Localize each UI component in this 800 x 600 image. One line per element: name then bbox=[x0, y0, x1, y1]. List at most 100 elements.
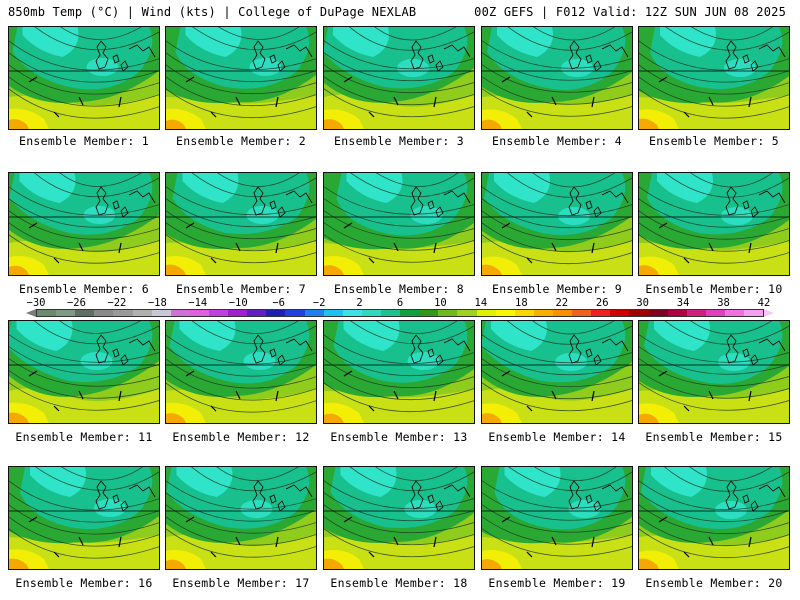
ensemble-member-label-4: Ensemble Member: 4 bbox=[491, 134, 623, 148]
colorbar-swatch bbox=[495, 310, 515, 316]
colorbar-swatch bbox=[75, 310, 95, 316]
ensemble-member-map-13 bbox=[323, 320, 475, 424]
colorbar-tick-label: 6 bbox=[396, 297, 404, 309]
ensemble-member-label-3: Ensemble Member: 3 bbox=[333, 134, 465, 148]
ensemble-member-map-8 bbox=[323, 172, 475, 276]
ensemble-member-map-11 bbox=[8, 320, 160, 424]
colorbar-swatch bbox=[170, 310, 190, 316]
map-title-left: 850mb Temp (°C) | Wind (kts) | College o… bbox=[8, 5, 417, 19]
colorbar-swatch bbox=[438, 310, 458, 316]
ensemble-member-map-6 bbox=[8, 172, 160, 276]
ensemble-member-map-1 bbox=[8, 26, 160, 130]
colorbar-swatch bbox=[667, 310, 687, 316]
colorbar-swatch bbox=[132, 310, 152, 316]
colorbar-tick-label: 10 bbox=[434, 297, 447, 309]
colorbar-swatch bbox=[648, 310, 668, 316]
colorbar-tick-label: −22 bbox=[107, 297, 127, 309]
ensemble-member-map-9 bbox=[481, 172, 633, 276]
colorbar-tick-label: 22 bbox=[555, 297, 569, 309]
colorbar-swatch bbox=[724, 310, 745, 316]
ensemble-member-label-8: Ensemble Member: 8 bbox=[333, 282, 465, 296]
colorbar-tick-label: 18 bbox=[515, 297, 528, 309]
ensemble-member-map-20 bbox=[638, 466, 790, 570]
ensemble-member-label-11: Ensemble Member: 11 bbox=[15, 430, 153, 444]
ensemble-member-label-17: Ensemble Member: 17 bbox=[172, 576, 310, 590]
colorbar-low-arrow bbox=[26, 309, 36, 317]
colorbar-swatch bbox=[591, 310, 611, 316]
ensemble-member-map-15 bbox=[638, 320, 790, 424]
colorbar-tick-label: −2 bbox=[312, 297, 326, 309]
colorbar-tick-label: 14 bbox=[474, 297, 488, 309]
ensemble-member-label-19: Ensemble Member: 19 bbox=[488, 576, 626, 590]
colorbar-swatch bbox=[419, 310, 439, 316]
ensemble-member-label-2: Ensemble Member: 2 bbox=[175, 134, 307, 148]
colorbar-swatch bbox=[151, 310, 171, 316]
colorbar-tick-label: −30 bbox=[26, 297, 46, 309]
colorbar-tick-label: −26 bbox=[66, 297, 86, 309]
colorbar-swatch bbox=[705, 310, 725, 316]
colorbar-swatch bbox=[323, 310, 343, 316]
colorbar-tick-label: −18 bbox=[147, 297, 167, 309]
colorbar-swatches bbox=[36, 309, 764, 317]
colorbar-swatch bbox=[304, 310, 324, 316]
colorbar-swatch bbox=[744, 310, 764, 316]
colorbar-tick-label: −6 bbox=[272, 297, 285, 309]
ensemble-member-label-9: Ensemble Member: 9 bbox=[491, 282, 623, 296]
ensemble-member-label-5: Ensemble Member: 5 bbox=[648, 134, 780, 148]
ensemble-member-map-17 bbox=[165, 466, 317, 570]
colorbar-swatch bbox=[113, 310, 133, 316]
colorbar-swatch bbox=[228, 310, 248, 316]
colorbar-tick-label: 2 bbox=[356, 297, 363, 309]
colorbar-swatch bbox=[208, 310, 229, 316]
ensemble-member-map-7 bbox=[165, 172, 317, 276]
colorbar-swatch bbox=[457, 310, 477, 316]
ensemble-member-map-10 bbox=[638, 172, 790, 276]
ensemble-member-label-10: Ensemble Member: 10 bbox=[645, 282, 783, 296]
colorbar-swatch bbox=[37, 310, 57, 316]
ensemble-member-label-7: Ensemble Member: 7 bbox=[175, 282, 307, 296]
colorbar-tick-label: 26 bbox=[595, 297, 609, 309]
colorbar-tick-label: 34 bbox=[676, 297, 690, 309]
colorbar-swatch bbox=[400, 310, 420, 316]
ensemble-member-label-6: Ensemble Member: 6 bbox=[18, 282, 150, 296]
ensemble-member-map-16 bbox=[8, 466, 160, 570]
colorbar-high-arrow bbox=[764, 309, 774, 317]
ensemble-member-map-5 bbox=[638, 26, 790, 130]
colorbar-tick-label: 30 bbox=[636, 297, 649, 309]
colorbar-swatch bbox=[247, 310, 267, 316]
ensemble-member-label-13: Ensemble Member: 13 bbox=[330, 430, 468, 444]
colorbar-swatch bbox=[552, 310, 573, 316]
colorbar-swatch bbox=[56, 310, 76, 316]
colorbar-tick-label: −10 bbox=[228, 297, 248, 309]
colorbar-swatch bbox=[94, 310, 114, 316]
colorbar-tick-label: 38 bbox=[717, 297, 730, 309]
colorbar-swatch bbox=[189, 310, 209, 316]
ensemble-member-label-12: Ensemble Member: 12 bbox=[172, 430, 310, 444]
colorbar-swatch bbox=[514, 310, 534, 316]
colorbar-swatch bbox=[572, 310, 592, 316]
colorbar-swatch bbox=[342, 310, 362, 316]
colorbar-swatch bbox=[686, 310, 706, 316]
ensemble-member-map-4 bbox=[481, 26, 633, 130]
colorbar-swatch bbox=[533, 310, 553, 316]
ensemble-member-map-3 bbox=[323, 26, 475, 130]
ensemble-member-label-14: Ensemble Member: 14 bbox=[488, 430, 626, 444]
colorbar-swatch bbox=[380, 310, 401, 316]
ensemble-member-label-18: Ensemble Member: 18 bbox=[330, 576, 468, 590]
colorbar-swatch bbox=[285, 310, 305, 316]
temperature-colorbar: −30 −26 −22 −18 −14 −10 −6 −2 2 6 10 14 18 22 26 30 34 38… bbox=[14, 297, 786, 321]
map-title-right: 00Z GEFS | F012 Valid: 12Z SUN JUN 08 20… bbox=[474, 5, 786, 19]
colorbar-swatch bbox=[361, 310, 381, 316]
ensemble-member-label-16: Ensemble Member: 16 bbox=[15, 576, 153, 590]
ensemble-member-map-18 bbox=[323, 466, 475, 570]
colorbar-tick-label: −14 bbox=[188, 297, 208, 309]
ensemble-member-label-1: Ensemble Member: 1 bbox=[18, 134, 150, 148]
ensemble-member-label-20: Ensemble Member: 20 bbox=[645, 576, 783, 590]
colorbar-swatch bbox=[266, 310, 286, 316]
ensemble-member-map-12 bbox=[165, 320, 317, 424]
colorbar-swatch bbox=[629, 310, 649, 316]
ensemble-member-label-15: Ensemble Member: 15 bbox=[645, 430, 783, 444]
ensemble-member-map-14 bbox=[481, 320, 633, 424]
colorbar-swatch bbox=[476, 310, 496, 316]
ensemble-member-map-2 bbox=[165, 26, 317, 130]
